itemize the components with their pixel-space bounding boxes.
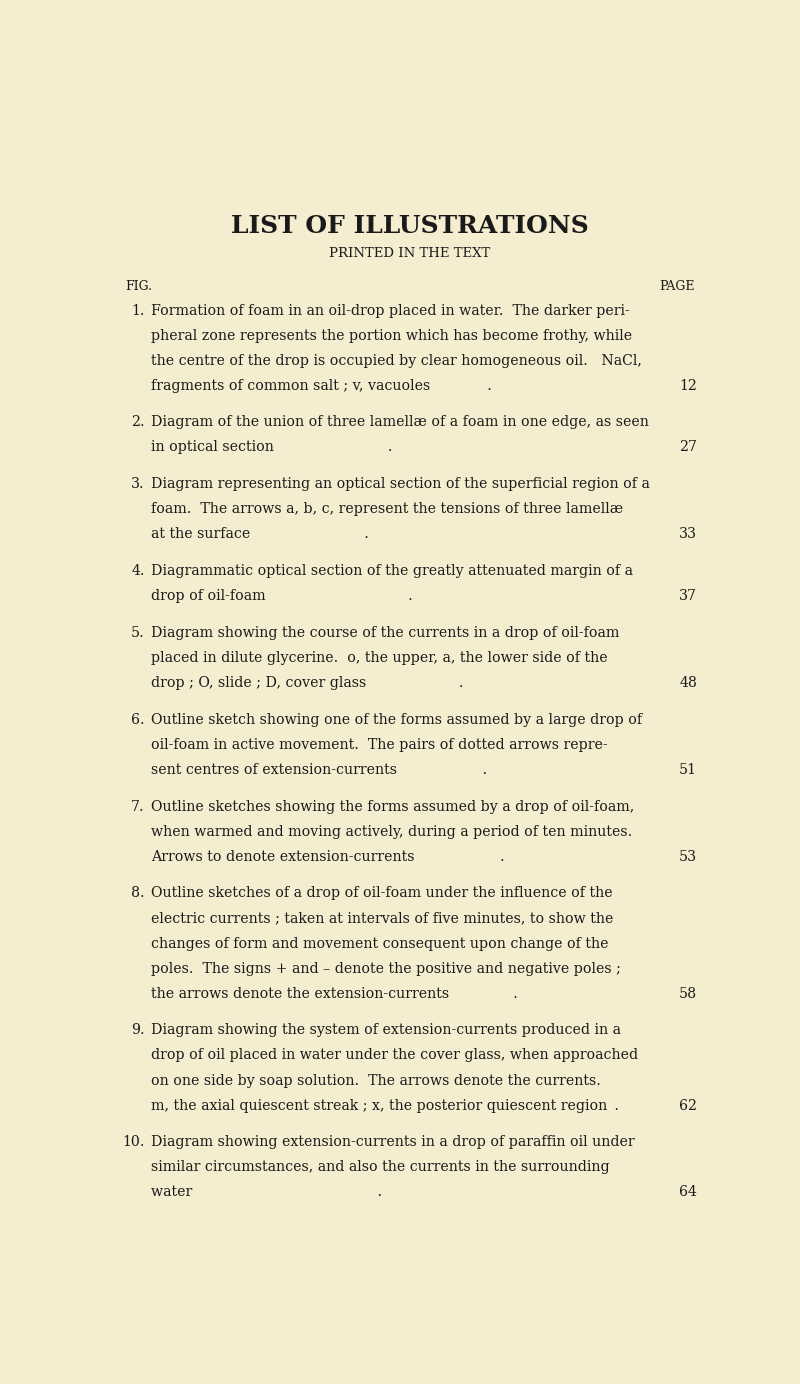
Text: 48: 48 xyxy=(679,675,697,691)
Text: electric currents ; taken at intervals of five minutes, to show the: electric currents ; taken at intervals o… xyxy=(151,912,614,926)
Text: Diagram showing extension-currents in a drop of paraffin oil under: Diagram showing extension-currents in a … xyxy=(151,1135,634,1149)
Text: Diagram showing the course of the currents in a drop of oil-foam: Diagram showing the course of the curren… xyxy=(151,626,619,639)
Text: drop ; O, slide ; D, cover glass             .: drop ; O, slide ; D, cover glass . xyxy=(151,675,463,691)
Text: 27: 27 xyxy=(679,440,697,454)
Text: drop of oil-foam                    .: drop of oil-foam . xyxy=(151,590,413,603)
Text: PAGE: PAGE xyxy=(660,280,695,293)
Text: 1.: 1. xyxy=(131,303,145,317)
Text: placed in dilute glycerine.  o, the upper, a, the lower side of the: placed in dilute glycerine. o, the upper… xyxy=(151,650,607,664)
Text: Diagram showing the system of extension-currents produced in a: Diagram showing the system of extension-… xyxy=(151,1023,621,1038)
Text: drop of oil placed in water under the cover glass, when approached: drop of oil placed in water under the co… xyxy=(151,1049,638,1063)
Text: the arrows denote the extension-currents         .: the arrows denote the extension-currents… xyxy=(151,987,518,1001)
Text: 6.: 6. xyxy=(131,713,145,727)
Text: 8.: 8. xyxy=(131,887,145,901)
Text: oil-foam in active movement.  The pairs of dotted arrows repre-: oil-foam in active movement. The pairs o… xyxy=(151,738,607,752)
Text: foam.  The arrows a, b, c, represent the tensions of three lamellæ: foam. The arrows a, b, c, represent the … xyxy=(151,502,623,516)
Text: m, the axial quiescent streak ; x, the posterior quiescent region .: m, the axial quiescent streak ; x, the p… xyxy=(151,1099,619,1113)
Text: the centre of the drop is occupied by clear homogeneous oil.   NaCl,: the centre of the drop is occupied by cl… xyxy=(151,354,642,368)
Text: LIST OF ILLUSTRATIONS: LIST OF ILLUSTRATIONS xyxy=(231,215,589,238)
Text: 53: 53 xyxy=(679,850,697,864)
Text: Formation of foam in an oil-drop placed in water.  The darker peri-: Formation of foam in an oil-drop placed … xyxy=(151,303,630,317)
Text: 58: 58 xyxy=(679,987,697,1001)
Text: water                          .: water . xyxy=(151,1186,382,1200)
Text: sent centres of extension-currents            .: sent centres of extension-currents . xyxy=(151,763,487,776)
Text: 4.: 4. xyxy=(131,565,145,579)
Text: 9.: 9. xyxy=(131,1023,145,1038)
Text: FIG.: FIG. xyxy=(125,280,152,293)
Text: Arrows to denote extension-currents            .: Arrows to denote extension-currents . xyxy=(151,850,505,864)
Text: 62: 62 xyxy=(679,1099,697,1113)
Text: 7.: 7. xyxy=(131,800,145,814)
Text: PRINTED IN THE TEXT: PRINTED IN THE TEXT xyxy=(330,248,490,260)
Text: 64: 64 xyxy=(679,1186,697,1200)
Text: 12: 12 xyxy=(679,379,697,393)
Text: 5.: 5. xyxy=(131,626,145,639)
Text: 37: 37 xyxy=(679,590,697,603)
Text: fragments of common salt ; v, vacuoles        .: fragments of common salt ; v, vacuoles . xyxy=(151,379,492,393)
Text: in optical section                .: in optical section . xyxy=(151,440,392,454)
Text: 2.: 2. xyxy=(131,415,145,429)
Text: 51: 51 xyxy=(679,763,697,776)
Text: pheral zone represents the portion which has become frothy, while: pheral zone represents the portion which… xyxy=(151,328,632,343)
Text: 33: 33 xyxy=(679,527,697,541)
Text: Diagrammatic optical section of the greatly attenuated margin of a: Diagrammatic optical section of the grea… xyxy=(151,565,633,579)
Text: 10.: 10. xyxy=(122,1135,145,1149)
Text: Outline sketches showing the forms assumed by a drop of oil-foam,: Outline sketches showing the forms assum… xyxy=(151,800,634,814)
Text: at the surface                .: at the surface . xyxy=(151,527,369,541)
Text: similar circumstances, and also the currents in the surrounding: similar circumstances, and also the curr… xyxy=(151,1160,610,1175)
Text: on one side by soap solution.  The arrows denote the currents.: on one side by soap solution. The arrows… xyxy=(151,1074,601,1088)
Text: Diagram of the union of three lamellæ of a foam in one edge, as seen: Diagram of the union of three lamellæ of… xyxy=(151,415,649,429)
Text: 3.: 3. xyxy=(131,477,145,491)
Text: poles.  The signs + and – denote the positive and negative poles ;: poles. The signs + and – denote the posi… xyxy=(151,962,621,976)
Text: when warmed and moving actively, during a period of ten minutes.: when warmed and moving actively, during … xyxy=(151,825,632,839)
Text: changes of form and movement consequent upon change of the: changes of form and movement consequent … xyxy=(151,937,608,951)
Text: Diagram representing an optical section of the superficial region of a: Diagram representing an optical section … xyxy=(151,477,650,491)
Text: Outline sketches of a drop of oil-foam under the influence of the: Outline sketches of a drop of oil-foam u… xyxy=(151,887,613,901)
Text: Outline sketch showing one of the forms assumed by a large drop of: Outline sketch showing one of the forms … xyxy=(151,713,642,727)
